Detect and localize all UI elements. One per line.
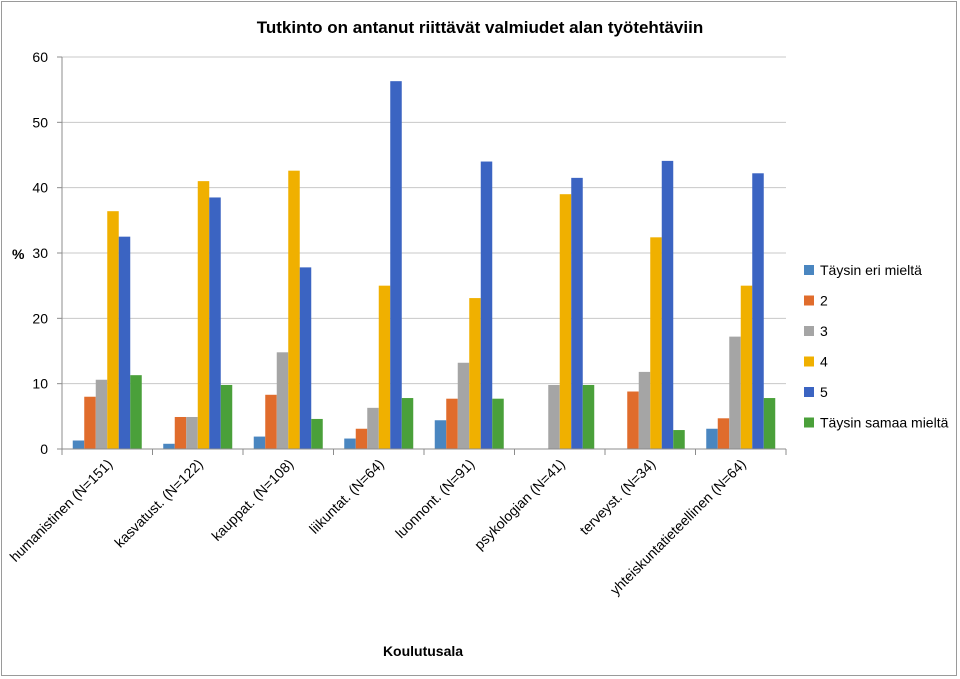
legend-label: 5 [820, 384, 828, 400]
legend-swatch [804, 356, 814, 367]
bar [446, 398, 458, 449]
x-tick-label: humanistinen (N=151) [6, 456, 115, 565]
bar [72, 440, 85, 449]
bar [559, 194, 572, 449]
x-tick-label: luonnont. (N=91) [392, 456, 477, 541]
legend-label: Täysin samaa mieltä [820, 415, 949, 431]
y-tick-label: 0 [40, 441, 48, 457]
bar [163, 443, 175, 449]
bar [480, 161, 493, 450]
bar [582, 384, 595, 449]
chart-title: Tutkinto on antanut riittävät valmiudet … [257, 18, 703, 37]
y-axis-label: % [12, 246, 25, 262]
x-tick-label: kasvatust. (N=122) [111, 456, 206, 551]
x-axis-label: Koulutusala [383, 643, 463, 659]
bars [72, 81, 776, 450]
bar [752, 173, 764, 449]
bar [627, 391, 639, 449]
bar [571, 177, 583, 449]
x-tick-label: psykologian (N=41) [471, 456, 568, 553]
y-tick-label: 30 [32, 245, 48, 261]
bar [186, 416, 198, 449]
legend-swatch [804, 295, 814, 306]
category-labels: humanistinen (N=151)kasvatust. (N=122) ka… [6, 456, 748, 598]
bar [253, 436, 266, 449]
bar [107, 211, 119, 449]
bar [390, 81, 402, 449]
bar [401, 398, 414, 449]
legend-label: 4 [820, 354, 828, 370]
bar [717, 418, 730, 449]
bar [638, 371, 651, 449]
bar [763, 398, 776, 449]
bar [650, 237, 662, 449]
bar [434, 420, 447, 449]
bar [548, 384, 560, 449]
bar [344, 438, 356, 449]
bar [265, 394, 277, 449]
x-tick-label: terveyst. (N=34) [576, 456, 658, 538]
legend-label: 3 [820, 323, 828, 339]
bar [220, 384, 233, 449]
bar [492, 398, 504, 449]
bar [288, 170, 300, 449]
legend-swatch [804, 326, 814, 336]
bar [469, 298, 481, 449]
y-tick-label: 60 [32, 49, 48, 65]
x-axis [61, 57, 787, 455]
bar [661, 160, 674, 449]
legend-label: Täysin eri mieltä [820, 262, 922, 278]
bar [740, 285, 753, 449]
legend-swatch [804, 387, 814, 397]
y-tick-label: 40 [32, 180, 48, 196]
bar [673, 430, 685, 449]
legend-swatch [804, 265, 814, 275]
x-tick-label: kauppat. (N=108) [208, 456, 296, 544]
bar [130, 375, 142, 449]
bar [95, 379, 108, 449]
bar [378, 285, 391, 449]
bar [729, 336, 741, 449]
legend-swatch [804, 417, 814, 428]
y-tick-label: 10 [32, 376, 48, 392]
bar [84, 396, 96, 449]
bar [706, 428, 718, 449]
y-tick-label: 50 [32, 114, 48, 130]
bar [276, 352, 289, 449]
y-tick-label: 20 [32, 310, 48, 326]
bar [299, 267, 312, 449]
legend: Täysin eri mieltä 2 3 4 5 Täysin samaa mieltä [804, 262, 949, 431]
bar [197, 181, 210, 449]
x-tick-label: liikuntat. (N=64) [306, 456, 387, 537]
bar [311, 418, 323, 449]
bar [355, 428, 368, 449]
bar [367, 407, 379, 449]
bar [118, 236, 131, 449]
gridlines [62, 56, 786, 385]
bar [174, 416, 187, 449]
bar [457, 362, 470, 449]
bar [209, 197, 221, 449]
y-axis-ticks: 0 10 20 30 40 50 60 [32, 49, 62, 457]
legend-label: 2 [820, 293, 828, 309]
